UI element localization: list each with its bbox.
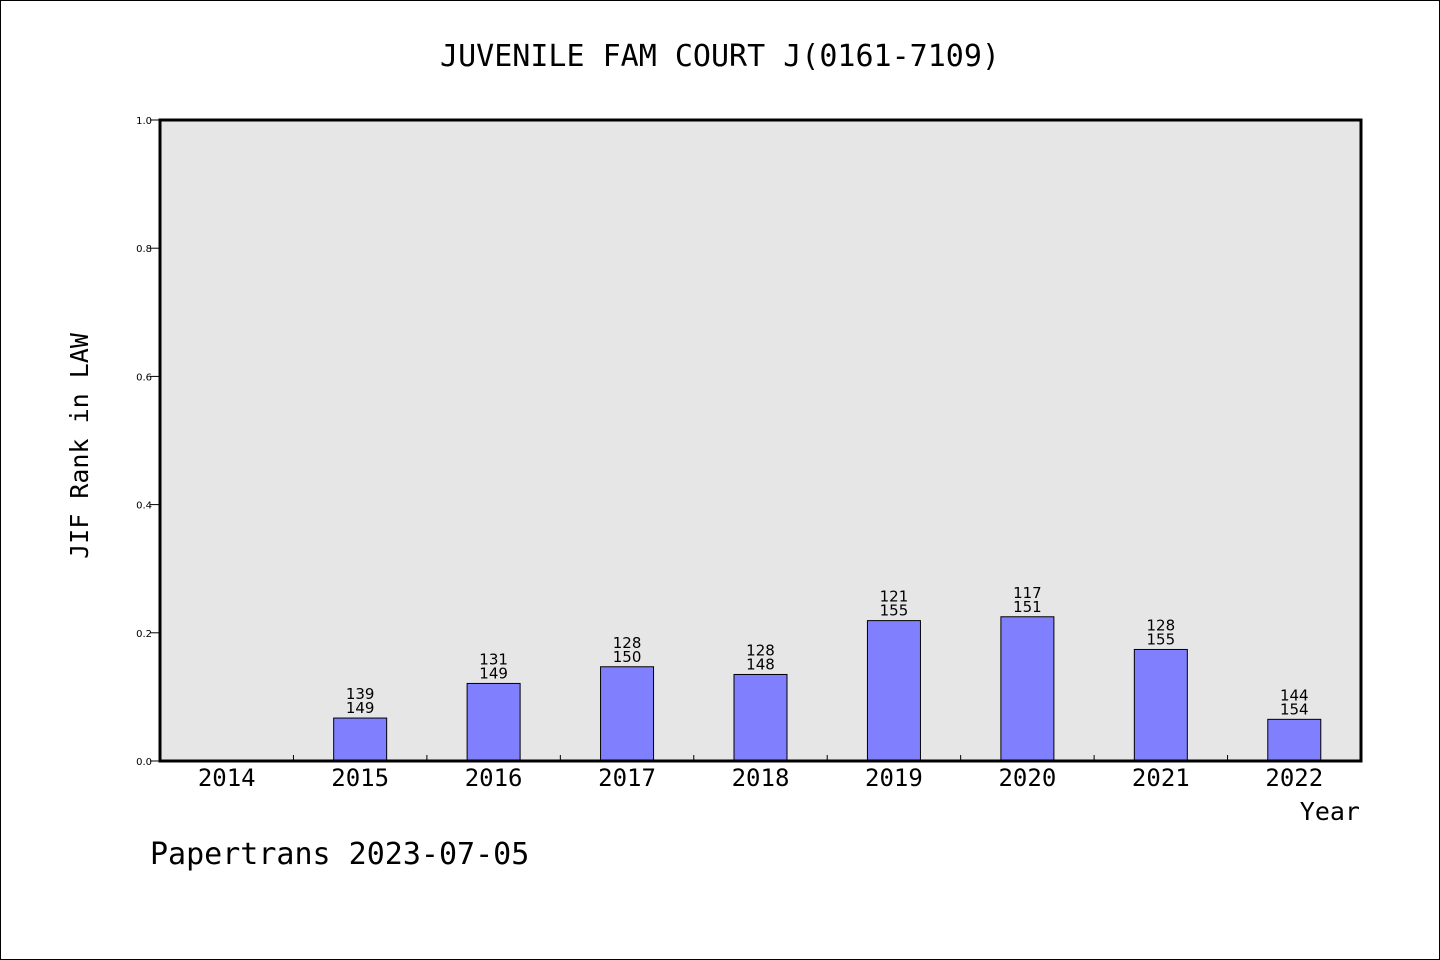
bar — [1133, 648, 1188, 762]
bar — [866, 620, 921, 762]
bar-label-top: 128 — [746, 641, 775, 659]
bar-label-bottom: 154 — [1280, 700, 1309, 718]
y-tick-label: 0.8 — [136, 244, 152, 255]
y-axis: 0.0 0.2 0.4 0.6 0.8 1.0 — [136, 116, 160, 768]
x-tick-label: 2014 — [198, 764, 256, 792]
y-tick-label: 0.2 — [136, 629, 152, 640]
bar-label-bottom: 150 — [613, 648, 642, 666]
x-tick-label: 2015 — [331, 764, 389, 792]
bar-label-bottom: 149 — [346, 699, 375, 717]
y-tick-label: 1.0 — [136, 116, 152, 127]
bar — [466, 682, 521, 762]
bar — [1267, 718, 1322, 762]
bar-label-bottom: 148 — [746, 655, 775, 673]
y-tick-label: 0.6 — [136, 372, 152, 383]
bar-series — [333, 616, 1322, 762]
bar-label-top: 128 — [613, 634, 642, 652]
bar-label-top: 131 — [479, 650, 508, 668]
bar — [1000, 616, 1055, 762]
x-tick-label: 2022 — [1265, 764, 1323, 792]
x-tick-label: 2020 — [998, 764, 1056, 792]
x-tick-label: 2019 — [865, 764, 923, 792]
bar — [333, 717, 388, 762]
bar — [600, 666, 655, 762]
x-tick-label: 2017 — [598, 764, 656, 792]
x-tick-label: 2016 — [465, 764, 523, 792]
bar-label-bottom: 155 — [880, 602, 909, 620]
y-tick-label: 0.0 — [136, 757, 152, 768]
x-tick-label: 2021 — [1132, 764, 1190, 792]
bar-label-top: 144 — [1280, 686, 1309, 704]
bar-label-top: 139 — [346, 685, 375, 703]
bar — [733, 673, 788, 762]
plot-border — [158, 118, 1363, 763]
bar-label-bottom: 149 — [479, 664, 508, 682]
bar-label-bottom: 151 — [1013, 598, 1042, 616]
x-axis: 2014 2015 2016 2017 2018 2019 2020 2021 2022 — [198, 755, 1323, 792]
bar-label-top: 117 — [1013, 584, 1042, 602]
bar-label-bottom: 155 — [1147, 630, 1176, 648]
bar-label-top: 128 — [1147, 616, 1176, 634]
y-tick-label: 0.4 — [136, 501, 152, 512]
chart-title: JUVENILE FAM COURT J(0161-7109) — [440, 39, 1000, 74]
bar-label-top: 121 — [880, 588, 909, 606]
y-axis-title: JIF Rank in LAW — [65, 332, 94, 559]
footer-credit: Papertrans 2023-07-05 — [150, 837, 529, 872]
x-tick-label: 2018 — [732, 764, 790, 792]
x-axis-title: Year — [1300, 797, 1360, 826]
